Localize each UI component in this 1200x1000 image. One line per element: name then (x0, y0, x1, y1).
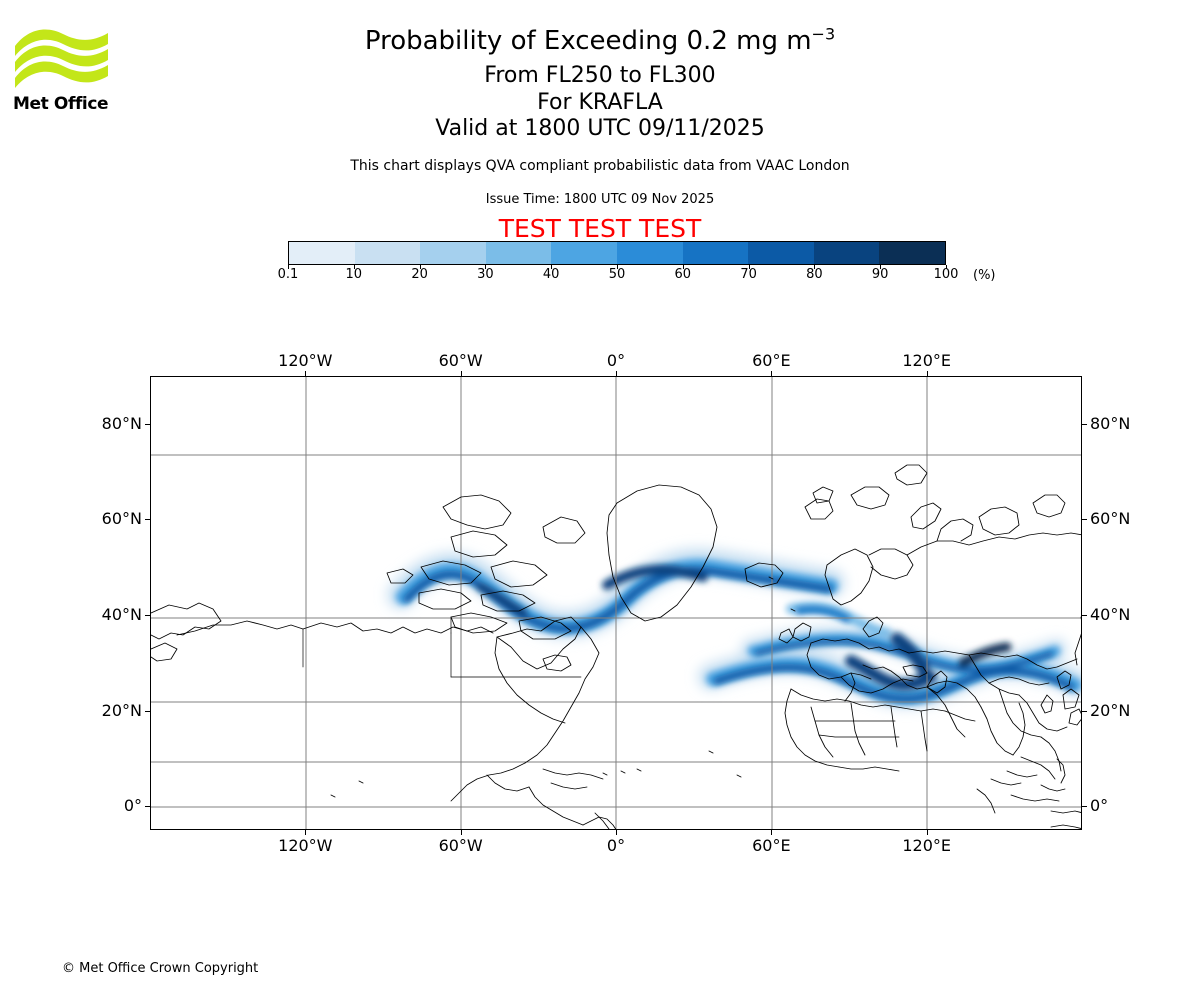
lat-tickmark-40°N-1 (1082, 614, 1087, 616)
colorbar-label-70: 70 (740, 267, 757, 282)
lat-tick-right-20°N: 20°N (1090, 700, 1131, 720)
colorbar-tick-40 (551, 265, 553, 269)
colorbar-band-2 (420, 242, 486, 264)
page-title-exponent: −3 (811, 24, 836, 44)
page-title: Probability of Exceeding 0.2 mg m−3 (0, 25, 1200, 57)
colorbar-band-5 (616, 242, 683, 264)
colorbar-tick-100 (946, 265, 947, 269)
lat-tickmark-40°N-0 (145, 614, 150, 616)
colorbar-tick-10 (353, 265, 355, 269)
lon-tickmark-0°-1 (616, 830, 617, 835)
lat-tick-left-40°N: 40°N (101, 604, 142, 624)
lon-tick-bottom-0°: 0° (606, 836, 626, 855)
colorbar-label-20: 20 (411, 267, 428, 282)
lon-tickmark-120°E-1 (926, 830, 928, 835)
colorbar-bands (288, 241, 946, 265)
colorbar-tick-70 (748, 265, 750, 269)
lon-tickmark-60°W-0 (460, 371, 462, 376)
colorbar-band-0 (289, 242, 355, 264)
flight-level-subtitle: From FL250 to FL300 (484, 63, 716, 88)
lon-tick-bottom-120°W: 120°W (278, 836, 333, 855)
qva-note: This chart displays QVA compliant probab… (350, 158, 850, 174)
met-office-wave-mark (15, 29, 108, 88)
lat-tickmark-0°-1 (1082, 806, 1087, 808)
lat-tick-right-80°N: 80°N (1090, 413, 1131, 433)
colorbar-label-60: 60 (674, 267, 692, 282)
lon-tick-top-0°: 0° (606, 351, 626, 370)
colorbar-band-4 (551, 242, 617, 264)
colorbar-tick-0.1 (288, 265, 289, 269)
lon-tickmark-120°E-0 (926, 371, 928, 376)
test-banner: TEST TEST TEST (498, 214, 702, 243)
lat-tick-left-80°N: 80°N (101, 413, 142, 433)
page-title-text: Probability of Exceeding 0.2 mg m (364, 26, 812, 56)
met-office-logo: Met Office (13, 24, 110, 114)
lon-tickmark-0°-0 (616, 371, 617, 376)
lon-tickmark-60°E-1 (771, 830, 773, 835)
map-plot-area (150, 376, 1082, 830)
colorbar-band-9 (879, 242, 945, 264)
colorbar-band-6 (682, 242, 749, 264)
valid-time-subtitle: Valid at 1800 UTC 09/11/2025 (435, 116, 765, 141)
lat-tickmark-60°N-0 (145, 519, 150, 521)
copyright-notice: © Met Office Crown Copyright (62, 961, 259, 976)
colorbar-unit-label: (%) (973, 268, 996, 283)
issue-time: Issue Time: 1800 UTC 09 Nov 2025 (485, 192, 715, 207)
colorbar-tick-80 (814, 265, 816, 269)
colorbar-label-100: 100 (933, 267, 959, 282)
colorbar-label-10: 10 (345, 267, 363, 282)
colorbar-tick-60 (682, 265, 684, 269)
lon-tick-top-60°W: 60°W (438, 351, 483, 370)
lat-tick-left-0°: 0° (123, 796, 142, 816)
lat-tick-left-60°N: 60°N (101, 509, 142, 529)
coastlines (151, 464, 1081, 829)
colorbar-band-1 (354, 242, 421, 264)
lon-tickmark-120°W-0 (305, 371, 307, 376)
lat-tick-right-40°N: 40°N (1090, 604, 1131, 624)
lat-tickmark-0°-0 (145, 806, 150, 808)
lat-tickmark-80°N-0 (145, 423, 150, 425)
colorbar-band-3 (485, 242, 552, 264)
met-office-wordmark: Met Office (13, 94, 109, 114)
colorbar-tick-30 (485, 265, 487, 269)
lon-tick-bottom-60°E: 60°E (752, 836, 791, 855)
colorbar-label-80: 80 (806, 267, 823, 282)
colorbar-tick-50 (617, 265, 618, 269)
volcano-subtitle: For KRAFLA (537, 90, 663, 115)
ash-plume-core (403, 564, 1075, 703)
lat-tickmark-80°N-1 (1082, 423, 1087, 425)
colorbar-tick-20 (419, 265, 421, 269)
lat-tick-right-0°: 0° (1090, 796, 1109, 816)
probability-colorbar (288, 241, 947, 269)
colorbar-label-30: 30 (477, 267, 494, 282)
lon-tick-bottom-60°W: 60°W (438, 836, 483, 855)
lon-tickmark-60°W-1 (460, 830, 462, 835)
colorbar-band-7 (748, 242, 814, 264)
lat-tickmark-20°N-0 (145, 710, 150, 712)
lon-tickmark-120°W-1 (305, 830, 307, 835)
colorbar-band-8 (813, 242, 880, 264)
colorbar-label-50: 50 (608, 267, 626, 282)
lon-tick-top-120°W: 120°W (278, 351, 333, 370)
lon-tickmark-60°E-0 (771, 371, 773, 376)
colorbar-tick-90 (880, 265, 882, 269)
world-map (151, 377, 1081, 829)
lat-tickmark-60°N-1 (1082, 519, 1087, 521)
lon-tick-top-60°E: 60°E (752, 351, 791, 370)
lon-tick-bottom-120°E: 120°E (902, 836, 951, 855)
lon-tick-top-120°E: 120°E (902, 351, 951, 370)
map-gridlines (151, 377, 1081, 829)
lat-tickmark-20°N-1 (1082, 710, 1087, 712)
colorbar-label-90: 90 (871, 267, 889, 282)
colorbar-label-0.1: 0.1 (277, 267, 299, 282)
lat-tick-left-20°N: 20°N (101, 700, 142, 720)
lat-tick-right-60°N: 60°N (1090, 509, 1131, 529)
colorbar-label-40: 40 (542, 267, 560, 282)
